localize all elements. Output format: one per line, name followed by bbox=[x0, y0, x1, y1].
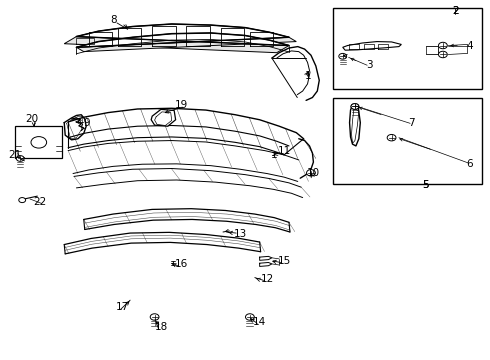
Text: 15: 15 bbox=[277, 256, 291, 266]
Circle shape bbox=[339, 53, 346, 59]
Text: 9: 9 bbox=[83, 118, 90, 128]
Text: 8: 8 bbox=[110, 15, 117, 26]
Circle shape bbox=[351, 104, 359, 109]
Text: 11: 11 bbox=[277, 146, 291, 156]
Circle shape bbox=[351, 104, 359, 109]
Text: 20: 20 bbox=[25, 114, 38, 124]
Text: 6: 6 bbox=[466, 159, 473, 169]
Circle shape bbox=[150, 314, 159, 320]
Text: 10: 10 bbox=[307, 168, 320, 178]
Bar bbox=[15, 126, 62, 158]
Text: 7: 7 bbox=[408, 118, 415, 128]
Circle shape bbox=[16, 156, 24, 161]
Text: 12: 12 bbox=[260, 274, 273, 284]
Text: 4: 4 bbox=[466, 41, 473, 50]
Text: 14: 14 bbox=[253, 317, 266, 327]
Circle shape bbox=[439, 42, 447, 49]
Bar bbox=[333, 8, 482, 89]
Text: 16: 16 bbox=[175, 259, 188, 269]
Text: 1: 1 bbox=[305, 71, 312, 81]
Text: 3: 3 bbox=[367, 60, 373, 70]
Circle shape bbox=[307, 170, 316, 176]
Polygon shape bbox=[151, 109, 175, 126]
Circle shape bbox=[245, 314, 254, 320]
Polygon shape bbox=[76, 37, 296, 51]
Text: 2: 2 bbox=[452, 6, 459, 17]
Circle shape bbox=[439, 51, 447, 58]
Circle shape bbox=[19, 198, 25, 203]
Text: 17: 17 bbox=[116, 302, 129, 312]
Text: 21: 21 bbox=[9, 150, 22, 160]
Text: 13: 13 bbox=[234, 229, 247, 239]
Polygon shape bbox=[64, 37, 289, 53]
Circle shape bbox=[387, 134, 396, 141]
Text: 18: 18 bbox=[155, 322, 169, 332]
Text: 2: 2 bbox=[452, 6, 459, 17]
Polygon shape bbox=[343, 41, 401, 50]
Circle shape bbox=[31, 136, 47, 148]
Bar bbox=[333, 98, 482, 184]
Text: 22: 22 bbox=[33, 197, 47, 207]
Text: 5: 5 bbox=[422, 180, 429, 190]
Polygon shape bbox=[76, 24, 289, 47]
Text: 5: 5 bbox=[422, 180, 429, 190]
Text: 19: 19 bbox=[175, 100, 188, 110]
